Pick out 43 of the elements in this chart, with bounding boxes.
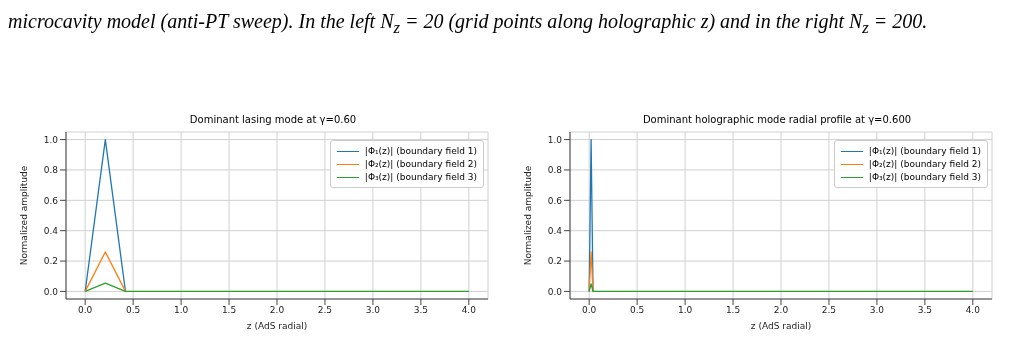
x-tick-label: 2.0 <box>773 305 789 316</box>
x-tick-label: 1.5 <box>221 305 237 316</box>
x-tick-label: 3.0 <box>365 305 381 316</box>
y-tick-label: 0.8 <box>547 165 563 176</box>
y-axis-title: Normalized amplitude <box>523 165 534 266</box>
legend-label: |Φ₁(z)| (boundary field 1) <box>364 146 477 156</box>
chart-title: Dominant lasing mode at γ=0.60 <box>188 114 358 125</box>
text: microcavity model (anti-PT sweep). In the left N$_{z}$ = 20 (grid points along holographic z) and in the right N$_{z}$ = 200. <box>8 9 929 39</box>
x-tick-label: 2.0 <box>269 305 285 316</box>
y-tick-label: 0.0 <box>547 286 563 297</box>
y-tick-label: 0.4 <box>547 225 563 236</box>
x-tick-label: 3.5 <box>413 305 429 316</box>
y-tick-label: 0.6 <box>547 195 563 206</box>
x-axis-title: z (AdS radial) <box>750 321 812 331</box>
y-tick-label: 0.2 <box>547 256 562 267</box>
x-tick-label: 1.0 <box>677 305 693 316</box>
y-axis-title: Normalized amplitude <box>19 165 30 266</box>
x-tick-label: 0.5 <box>629 305 645 316</box>
x-axis-title: z (AdS radial) <box>246 321 308 331</box>
y-tick-label: 0.8 <box>43 165 59 176</box>
legend-label: |Φ₁(z)| (boundary field 1) <box>868 146 981 156</box>
x-tick-label: 1.0 <box>173 305 189 316</box>
chart-title: Dominant holographic mode radial profile at γ=0.600 <box>641 114 913 125</box>
x-tick-label: 0.0 <box>582 305 597 316</box>
legend-label: |Φ₂(z)| (boundary field 2) <box>364 159 477 169</box>
x-tick-label: 4.0 <box>965 305 981 316</box>
x-tick-label: 4.0 <box>461 305 477 316</box>
x-tick-label: 2.5 <box>317 305 333 316</box>
x-tick-label: 3.0 <box>869 305 885 316</box>
legend-label: |Φ₃(z)| (boundary field 3) <box>364 172 477 182</box>
y-tick-label: 0.4 <box>43 225 59 236</box>
y-tick-label: 0.2 <box>43 256 58 267</box>
legend-label: |Φ₃(z)| (boundary field 3) <box>868 172 981 182</box>
x-tick-label: 0.5 <box>125 305 141 316</box>
y-tick-label: 1.0 <box>547 134 563 145</box>
x-tick-label: 2.5 <box>821 305 837 316</box>
legend-label: |Φ₂(z)| (boundary field 2) <box>868 159 981 169</box>
y-tick-label: 0.6 <box>43 195 59 206</box>
x-tick-label: 3.5 <box>917 305 933 316</box>
x-tick-label: 1.5 <box>725 305 741 316</box>
y-tick-label: 1.0 <box>43 134 59 145</box>
x-tick-label: 0.0 <box>78 305 93 316</box>
y-tick-label: 0.0 <box>43 286 59 297</box>
